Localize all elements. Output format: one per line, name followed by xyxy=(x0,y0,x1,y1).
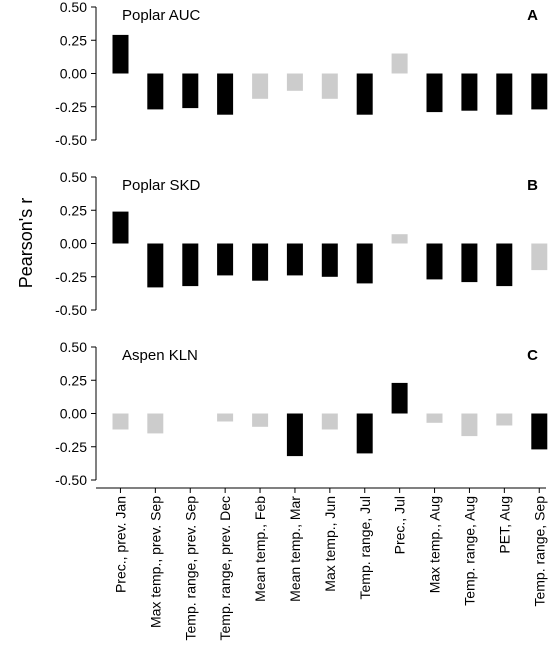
y-tick-label: 0.50 xyxy=(60,169,87,185)
panel-title: Poplar AUC xyxy=(122,7,201,24)
bar xyxy=(531,243,548,271)
bar xyxy=(356,413,373,454)
panel-letter: C xyxy=(527,347,538,364)
panel-title: Aspen KLN xyxy=(122,347,198,364)
bar xyxy=(391,234,408,244)
bar xyxy=(461,243,478,283)
y-tick-label: -0.25 xyxy=(55,269,87,285)
bar xyxy=(112,413,129,430)
y-tick-label: 0.25 xyxy=(60,32,87,48)
x-tick-label: Max temp., Aug xyxy=(427,496,443,593)
x-tick-labels: Prec., prev. Jan Max temp., prev. Sep Temp… xyxy=(96,487,547,641)
bar xyxy=(182,243,199,287)
bar xyxy=(112,34,129,74)
bar xyxy=(496,73,513,115)
panel-letter: A xyxy=(527,7,538,24)
x-tick-label: Prec., prev. Jan xyxy=(112,496,128,593)
bar xyxy=(391,53,408,74)
x-tick-label: Mean temp., Feb xyxy=(252,496,268,602)
bar xyxy=(391,382,408,414)
bar xyxy=(321,243,338,277)
bar xyxy=(252,243,269,281)
x-tick-label: Mean temp., Mar xyxy=(287,496,303,602)
chart-panels: 0.50 0.25 0.00 -0.25 -0.50 Poplar AUC A 0.50 0.2… xyxy=(55,0,548,488)
x-tick-label: Max temp., Jun xyxy=(322,496,338,592)
bar xyxy=(286,73,303,91)
bar xyxy=(356,73,373,115)
y-tick-label: 0.25 xyxy=(60,202,87,218)
bar xyxy=(147,73,164,110)
bar xyxy=(321,73,338,99)
bar xyxy=(461,413,478,437)
bar xyxy=(531,413,548,450)
bar xyxy=(286,413,303,457)
bar xyxy=(426,73,443,113)
y-tick-label: -0.50 xyxy=(55,132,87,148)
y-tick-label: -0.50 xyxy=(55,302,87,318)
y-tick-label: 0.25 xyxy=(60,372,87,388)
bar xyxy=(496,413,513,426)
bar xyxy=(426,413,443,423)
bar xyxy=(217,413,234,422)
y-tick-label: -0.25 xyxy=(55,439,87,455)
bar xyxy=(461,73,478,111)
bar xyxy=(182,73,199,109)
x-tick-label: PET, Aug xyxy=(496,496,512,554)
x-tick-label: Max temp., prev. Sep xyxy=(147,496,163,628)
bar xyxy=(217,73,234,115)
y-tick-label: 0.50 xyxy=(60,0,87,15)
y-tick-label: -0.50 xyxy=(55,472,87,488)
bar xyxy=(531,73,548,110)
y-axis-label: Pearson's r xyxy=(16,198,36,288)
chart-panel-b: 0.50 0.25 0.00 -0.25 -0.50 Poplar SKD B xyxy=(55,169,548,318)
x-tick-label: Temp. range, Sep xyxy=(531,496,547,607)
y-tick-label: 0.00 xyxy=(60,66,87,82)
y-tick-label: 0.50 xyxy=(60,339,87,355)
chart-panel-a: 0.50 0.25 0.00 -0.25 -0.50 Poplar AUC A xyxy=(55,0,548,148)
x-tick-label: Temp. range, prev. Dec xyxy=(217,496,233,640)
x-tick-label: Temp. range, Aug xyxy=(461,496,477,606)
x-tick-label: Temp. range, Jul xyxy=(357,496,373,600)
bar xyxy=(321,413,338,430)
y-tick-label: -0.25 xyxy=(55,99,87,115)
bar xyxy=(147,413,164,434)
panel-letter: B xyxy=(527,177,538,194)
bar xyxy=(426,243,443,280)
bar xyxy=(112,211,129,244)
chart-panel-c: 0.50 0.25 0.00 -0.25 -0.50 Aspen KLN C xyxy=(55,339,548,488)
bar xyxy=(147,243,164,288)
y-tick-label: 0.00 xyxy=(60,406,87,422)
panel-title: Poplar SKD xyxy=(122,177,201,194)
bar xyxy=(252,413,269,427)
bar xyxy=(217,243,234,276)
y-tick-label: 0.00 xyxy=(60,236,87,252)
bar xyxy=(496,243,513,287)
bar xyxy=(252,73,269,99)
x-tick-label: Prec., Jul xyxy=(392,496,408,554)
bar xyxy=(356,243,373,284)
bar xyxy=(286,243,303,276)
x-tick-label: Temp. range, prev. Sep xyxy=(182,496,198,641)
